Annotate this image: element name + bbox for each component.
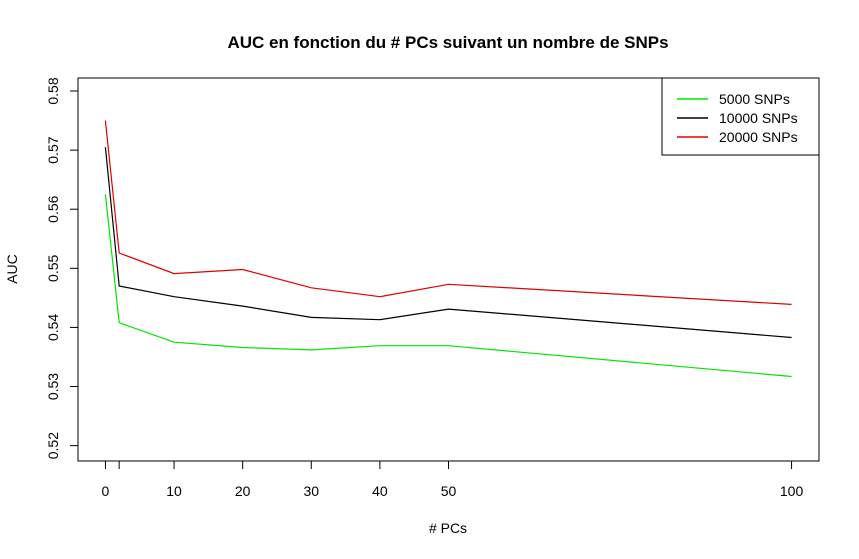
series-line-3: [104, 120, 792, 305]
x-axis: 0 10 20 30 40 50 100: [102, 460, 804, 499]
y-tick-label: 0.54: [45, 314, 61, 341]
legend-label: 5000 SNPs: [719, 91, 790, 107]
x-axis-label: # PCs: [429, 520, 467, 536]
y-axis: 0.52 0.53 0.54 0.55 0.56 0.57 0.58: [45, 77, 79, 459]
x-tick-label: 40: [372, 483, 388, 499]
series-line-2: [104, 147, 792, 339]
y-tick-label: 0.56: [45, 195, 61, 222]
x-tick-label: 10: [166, 483, 182, 499]
y-tick-label: 0.55: [45, 254, 61, 281]
legend: 5000 SNPs 10000 SNPs 20000 SNPs: [661, 77, 820, 156]
y-axis-label: AUC: [4, 254, 20, 284]
x-tick-label: 50: [441, 483, 457, 499]
x-tick-label: 20: [235, 483, 251, 499]
series-line-1: [104, 194, 792, 378]
series-lines: [104, 120, 792, 378]
x-tick-label: 0: [102, 483, 110, 499]
y-tick-label: 0.53: [45, 373, 61, 400]
x-tick-label: 100: [780, 483, 804, 499]
legend-box: [661, 77, 820, 156]
chart-title: AUC en fonction du # PCs suivant un nomb…: [227, 33, 668, 52]
y-tick-label: 0.58: [45, 77, 61, 104]
legend-label: 20000 SNPs: [719, 129, 798, 145]
y-tick-label: 0.57: [45, 136, 61, 163]
x-tick-label: 30: [303, 483, 319, 499]
y-tick-label: 0.52: [45, 432, 61, 459]
legend-label: 10000 SNPs: [719, 110, 798, 126]
